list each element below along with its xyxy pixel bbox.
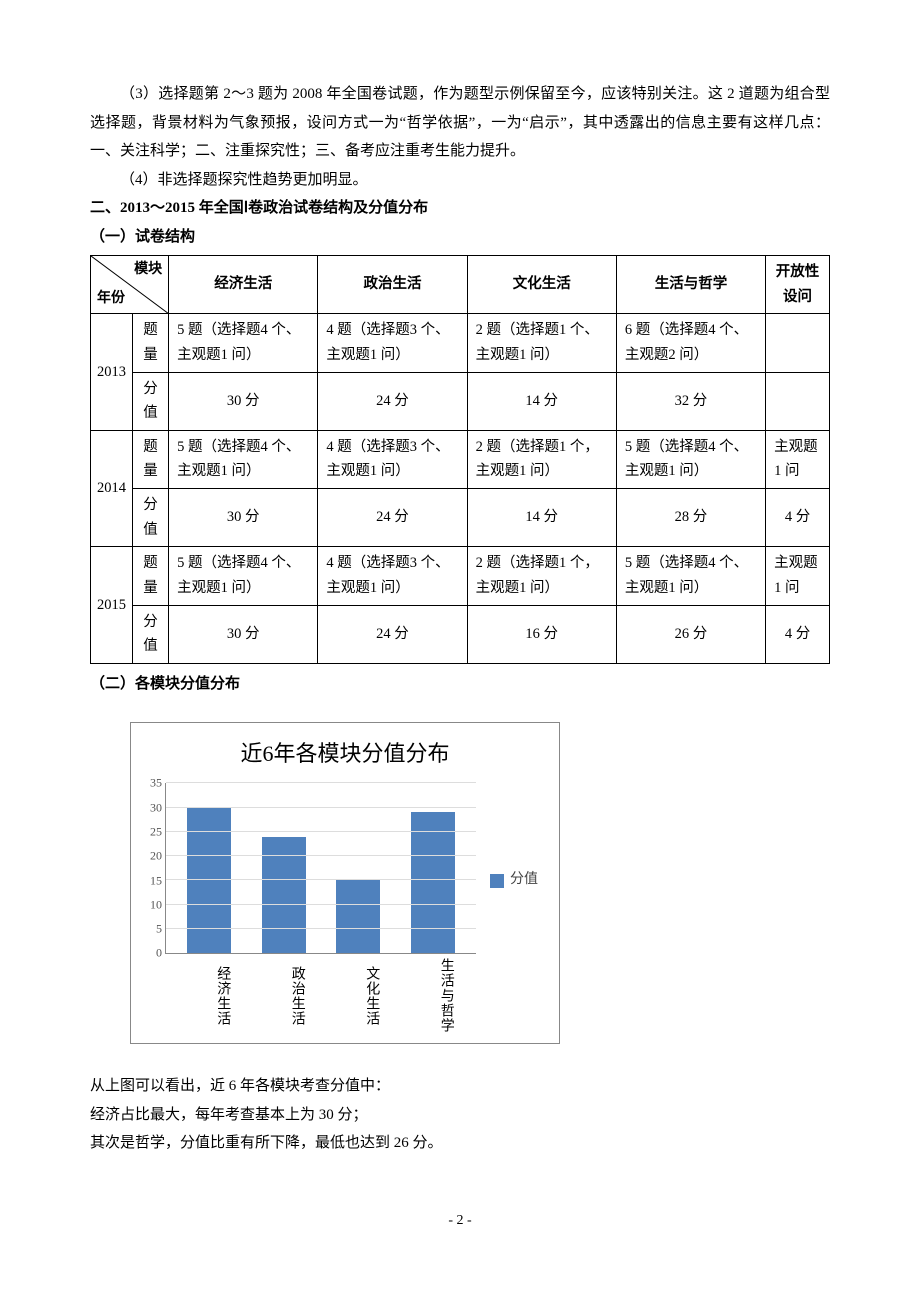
conclusion-block: 从上图可以看出，近 6 年各模块考查分值中： 经济占比最大，每年考查基本上为 3…: [90, 1072, 830, 1158]
chart-ytick: 30: [140, 796, 162, 819]
chart-bar: [336, 880, 380, 953]
rowlabel-score: 分值: [133, 489, 169, 547]
cell: 4 题（选择题3 个、主观题1 问）: [318, 430, 467, 488]
cell: 14 分: [467, 372, 616, 430]
table-row: 分值 30 分 24 分 14 分 28 分 4 分: [91, 489, 830, 547]
diag-label-bottom: 年份: [97, 287, 125, 311]
legend-label: 分值: [510, 867, 538, 894]
cell: 26 分: [616, 605, 765, 663]
year-cell: 2014: [91, 430, 133, 547]
chart-xlabel: 文化生活: [335, 958, 379, 1033]
year-cell: 2015: [91, 547, 133, 664]
chart-bar: [411, 812, 455, 953]
chart-xlabel: 生活与哲学: [410, 958, 454, 1033]
paragraph-4: （4）非选择题探究性趋势更加明显。: [90, 166, 830, 195]
cell: 24 分: [318, 605, 467, 663]
cell: 4 题（选择题3 个、主观题1 问）: [318, 314, 467, 372]
cell: 30 分: [169, 605, 318, 663]
cell: 2 题（选择题1 个，主观题1 问）: [467, 547, 616, 605]
year-cell: 2013: [91, 314, 133, 431]
chart-legend: 分值: [490, 867, 538, 894]
col-header: 开放性设问: [766, 256, 830, 314]
table-header-row: 模块 年份 经济生活 政治生活 文化生活 生活与哲学 开放性设问: [91, 256, 830, 314]
table-row: 分值 30 分 24 分 14 分 32 分: [91, 372, 830, 430]
chart-x-labels: 经济生活政治生活文化生活生活与哲学: [165, 954, 475, 1033]
cell: [766, 372, 830, 430]
heading-sub-distribution: （二）各模块分值分布: [90, 670, 830, 699]
rowlabel-amount: 题量: [133, 547, 169, 605]
cell: 4 分: [766, 489, 830, 547]
chart-ytick: 15: [140, 869, 162, 892]
chart-plot-area: 05101520253035: [165, 783, 476, 954]
table-row: 2015 题量 5 题（选择题4 个、主观题1 问） 4 题（选择题3 个、主观…: [91, 547, 830, 605]
chart-xlabel: 政治生活: [261, 958, 305, 1033]
cell: 5 题（选择题4 个、主观题1 问）: [169, 314, 318, 372]
cell: 5 题（选择题4 个、主观题1 问）: [616, 547, 765, 605]
exam-structure-table: 模块 年份 经济生活 政治生活 文化生活 生活与哲学 开放性设问 2013 题量…: [90, 255, 830, 664]
col-header: 政治生活: [318, 256, 467, 314]
page-number: - 2 -: [90, 1208, 830, 1235]
table-row: 2014 题量 5 题（选择题4 个、主观题1 问） 4 题（选择题3 个、主观…: [91, 430, 830, 488]
chart-ytick: 10: [140, 893, 162, 916]
cell: 5 题（选择题4 个、主观题1 问）: [169, 547, 318, 605]
cell: 5 题（选择题4 个、主观题1 问）: [169, 430, 318, 488]
cell: 28 分: [616, 489, 765, 547]
heading-section-2: 二、2013～2015 年全国Ⅰ卷政治试卷结构及分值分布: [90, 194, 830, 223]
conclusion-line: 其次是哲学，分值比重有所下降，最低也达到 26 分。: [90, 1129, 830, 1158]
chart-ytick: 5: [140, 918, 162, 941]
chart-xlabel: 经济生活: [186, 958, 230, 1033]
module-score-chart: 近6年各模块分值分布 05101520253035 经济生活政治生活文化生活生活…: [130, 722, 560, 1044]
cell: 32 分: [616, 372, 765, 430]
col-header: 生活与哲学: [616, 256, 765, 314]
cell: 2 题（选择题1 个，主观题1 问）: [467, 430, 616, 488]
conclusion-line: 经济占比最大，每年考查基本上为 30 分；: [90, 1101, 830, 1130]
cell: 5 题（选择题4 个、主观题1 问）: [616, 430, 765, 488]
table-diagonal-header: 模块 年份: [91, 256, 169, 314]
heading-sub-structure: （一）试卷结构: [90, 223, 830, 252]
rowlabel-amount: 题量: [133, 430, 169, 488]
cell: 30 分: [169, 489, 318, 547]
cell: 4 分: [766, 605, 830, 663]
rowlabel-score: 分值: [133, 605, 169, 663]
table-row: 分值 30 分 24 分 16 分 26 分 4 分: [91, 605, 830, 663]
cell: [766, 314, 830, 372]
chart-title: 近6年各模块分值分布: [137, 733, 553, 775]
col-header: 文化生活: [467, 256, 616, 314]
cell: 24 分: [318, 372, 467, 430]
rowlabel-amount: 题量: [133, 314, 169, 372]
cell: 16 分: [467, 605, 616, 663]
cell: 主观题 1 问: [766, 430, 830, 488]
conclusion-line: 从上图可以看出，近 6 年各模块考查分值中：: [90, 1072, 830, 1101]
legend-swatch-icon: [490, 874, 504, 888]
chart-ytick: 25: [140, 820, 162, 843]
table-row: 2013 题量 5 题（选择题4 个、主观题1 问） 4 题（选择题3 个、主观…: [91, 314, 830, 372]
paragraph-3: （3）选择题第 2～3 题为 2008 年全国卷试题，作为题型示例保留至今，应该…: [90, 80, 830, 166]
cell: 14 分: [467, 489, 616, 547]
chart-ytick: 20: [140, 845, 162, 868]
cell: 6 题（选择题4 个、主观题2 问）: [616, 314, 765, 372]
cell: 30 分: [169, 372, 318, 430]
cell: 主观题 1 问: [766, 547, 830, 605]
cell: 24 分: [318, 489, 467, 547]
chart-ytick: 35: [140, 772, 162, 795]
cell: 4 题（选择题3 个、主观题1 问）: [318, 547, 467, 605]
chart-ytick: 0: [140, 942, 162, 965]
cell: 2 题（选择题1 个、主观题1 问）: [467, 314, 616, 372]
col-header: 经济生活: [169, 256, 318, 314]
rowlabel-score: 分值: [133, 372, 169, 430]
diag-label-top: 模块: [134, 258, 162, 282]
